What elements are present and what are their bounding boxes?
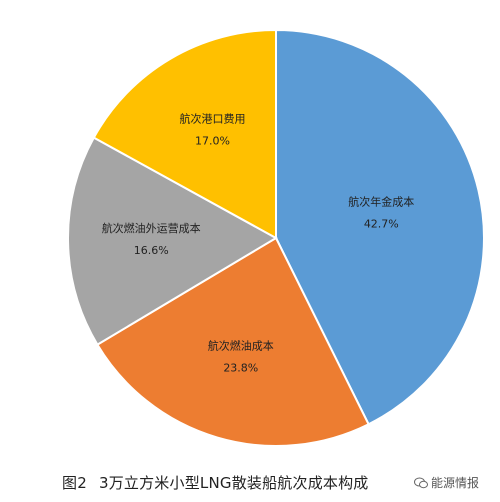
slice-category-label: 航次年金成本 [348,194,414,208]
slice-category-label: 航次燃油外运营成本 [102,221,201,235]
pie-slice-1 [275,28,485,426]
slice-value-label: 17.0% [195,135,230,148]
pie-chart: 航次年金成本 42.7% 航次燃油成本 23.8% 航次燃油外运营成本 16.6% 航次港口… [67,28,485,447]
figure-label: 图2 [62,474,87,492]
watermark: 能源情报 [414,474,479,491]
watermark-text: 能源情报 [431,476,480,490]
slice-value-label: 23.8% [223,362,258,375]
chart-title: 3万立方米小型LNG散装船航次成本构成 [98,474,369,492]
pie-slice-3 [67,136,279,347]
pie-slice-2 [96,236,370,447]
pie-slice-4 [92,28,277,240]
figure-caption: 图2 3万立方米小型LNG散装船航次成本构成 [62,472,369,493]
slice-value-label: 42.7% [364,217,399,230]
slice-value-label: 16.6% [134,244,169,257]
wechat-icon [414,477,428,488]
slice-category-label: 航次燃油成本 [208,339,274,353]
slice-category-label: 航次港口费用 [180,112,246,126]
